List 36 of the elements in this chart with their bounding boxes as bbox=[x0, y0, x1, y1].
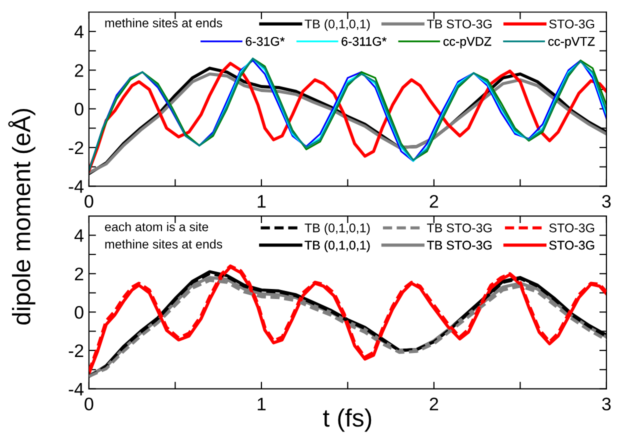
legend-label: STO-3G bbox=[549, 224, 594, 232]
y-tick-label: 4 bbox=[74, 26, 84, 38]
y-tick-label: 2 bbox=[74, 64, 84, 77]
legend-label: TB STO-3G bbox=[426, 240, 492, 250]
x-tick-label: 3 bbox=[602, 398, 611, 410]
legend-label: TB STO-3G bbox=[426, 224, 492, 232]
x-tick-label: 2 bbox=[430, 398, 438, 410]
legend-label: TB (0,1,0,1) bbox=[304, 240, 370, 252]
legend-label: 6-31G* bbox=[246, 36, 285, 46]
legend-label: STO-3G bbox=[549, 20, 594, 28]
x-tick-label: 1 bbox=[258, 398, 266, 410]
y-tick-label: 0 bbox=[74, 102, 84, 116]
x-tick-label: 3 bbox=[602, 195, 611, 208]
legend-label: STO-3G bbox=[549, 240, 594, 250]
legend-label: cc-pVTZ bbox=[548, 37, 595, 48]
y-tick-label: -4 bbox=[68, 180, 84, 193]
y-tick-label: -4 bbox=[68, 382, 84, 396]
y-tick-label: -2 bbox=[68, 141, 84, 154]
y-tick-label: -2 bbox=[68, 344, 84, 357]
y-axis-title: dipole moment (eÅ) bbox=[8, 108, 36, 325]
legend-label: TB (0,1,0,1) bbox=[304, 223, 370, 235]
x-axis-title: t (fs) bbox=[323, 408, 372, 432]
legend-label: TB (0,1,0,1) bbox=[304, 19, 370, 31]
annotation: methine sites at ends bbox=[105, 239, 222, 249]
x-tick-label: 1 bbox=[258, 195, 266, 208]
legend-label: cc-pVDZ bbox=[443, 37, 492, 48]
y-tick-label: 4 bbox=[74, 229, 84, 242]
x-tick-label: 0 bbox=[84, 195, 94, 208]
y-tick-label: 0 bbox=[74, 306, 84, 319]
annotation: each atom is a site bbox=[105, 222, 208, 232]
x-tick-label: 2 bbox=[430, 195, 438, 208]
y-tick-label: 2 bbox=[74, 268, 84, 280]
legend-label: TB STO-3G bbox=[426, 20, 492, 28]
x-tick-label: 0 bbox=[84, 398, 94, 410]
annotation: methine sites at ends bbox=[105, 18, 222, 28]
legend-label: 6-311G* bbox=[342, 36, 386, 46]
